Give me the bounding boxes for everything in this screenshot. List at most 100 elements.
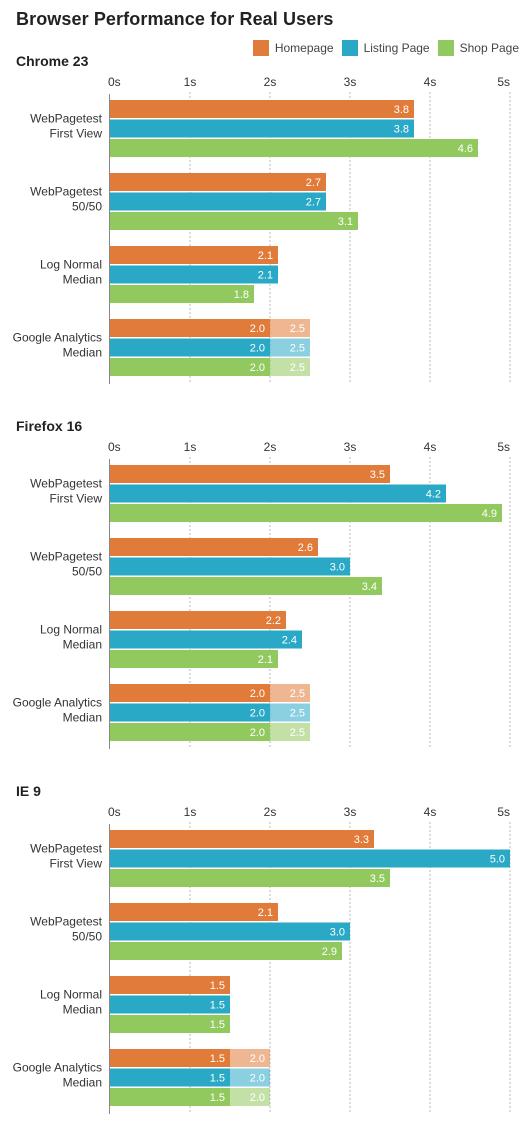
bar-label-firefox-16-google-analytics-median-listing-page: 2.0 — [250, 708, 265, 720]
bar-label-ie-9-google-analytics-median-shop-page: 1.5 — [210, 1092, 225, 1104]
bar-label-ie-9-google-analytics-median-homepage: 1.5 — [210, 1053, 225, 1065]
bar-chrome-23-google-analytics-median-listing-page — [110, 338, 270, 357]
legend-swatch-listing-page — [341, 40, 358, 56]
bar-label-firefox-16-log-normal-median-homepage: 2.2 — [266, 615, 281, 627]
x-tick-label-ie-9-0: 0s — [108, 805, 121, 819]
bar-label-firefox-16-webpagetest-first-view-listing-page: 4.2 — [426, 489, 441, 501]
bar-label-ie-9-log-normal-median-shop-page: 1.5 — [210, 1019, 225, 1031]
bar-chrome-23-google-analytics-median-homepage — [110, 319, 270, 337]
category-label-ie-9-google-analytics-median-line-1: Google Analytics — [13, 1061, 102, 1075]
bar-ie-9-google-analytics-median-homepage — [110, 1049, 230, 1067]
bar-chrome-23-webpagetest-50-50-homepage — [110, 173, 326, 191]
bar-label-ie-9-log-normal-median-listing-page: 1.5 — [210, 1000, 225, 1012]
x-tick-label-ie-9-2: 2s — [264, 805, 277, 819]
category-label-chrome-23-webpagetest-first-view-line-2: First View — [50, 127, 103, 141]
bar-label-chrome-23-google-analytics-median-shop-page: 2.0 — [250, 362, 265, 374]
legend-label-homepage: Homepage — [274, 41, 334, 55]
x-tick-label-firefox-16-2: 2s — [264, 440, 277, 454]
bar-label-chrome-23-google-analytics-median-homepage: 2.0 — [250, 323, 265, 335]
bar-firefox-16-webpagetest-first-view-homepage — [110, 465, 390, 483]
bar-label-chrome-23-log-normal-median-listing-page: 2.1 — [258, 270, 273, 282]
bar-firefox-16-webpagetest-50-50-homepage — [110, 538, 318, 556]
bar-label-extended-firefox-16-google-analytics-median-homepage: 2.5 — [290, 688, 305, 700]
bar-label-chrome-23-webpagetest-50-50-homepage: 2.7 — [306, 177, 321, 189]
bar-label-firefox-16-webpagetest-50-50-shop-page: 3.4 — [362, 581, 377, 593]
bar-label-chrome-23-log-normal-median-homepage: 2.1 — [258, 250, 273, 262]
bar-ie-9-google-analytics-median-listing-page — [110, 1068, 230, 1087]
x-tick-label-chrome-23-1: 1s — [184, 75, 197, 89]
bar-label-ie-9-webpagetest-first-view-listing-page: 5.0 — [490, 854, 505, 866]
bar-firefox-16-google-analytics-median-homepage — [110, 684, 270, 702]
bar-label-extended-firefox-16-google-analytics-median-shop-page: 2.5 — [290, 727, 305, 739]
x-tick-label-firefox-16-0: 0s — [108, 440, 121, 454]
bar-label-chrome-23-webpagetest-first-view-listing-page: 3.8 — [394, 124, 409, 136]
bar-firefox-16-log-normal-median-shop-page — [110, 650, 278, 668]
bar-firefox-16-webpagetest-50-50-shop-page — [110, 577, 382, 595]
category-label-firefox-16-webpagetest-50-50-line-2: 50/50 — [72, 565, 102, 579]
bar-label-extended-ie-9-google-analytics-median-shop-page: 2.0 — [250, 1092, 265, 1104]
category-label-ie-9-webpagetest-50-50-line-1: WebPagetest — [30, 915, 102, 929]
category-label-chrome-23-google-analytics-median-line-1: Google Analytics — [13, 331, 102, 345]
legend-label-shop-page: Shop Page — [459, 41, 519, 55]
category-label-chrome-23-google-analytics-median-line-2: Median — [63, 346, 102, 360]
bar-chrome-23-google-analytics-median-shop-page — [110, 358, 270, 376]
x-tick-label-ie-9-4: 4s — [424, 805, 437, 819]
x-tick-label-ie-9-3: 3s — [344, 805, 357, 819]
category-label-ie-9-google-analytics-median-line-2: Median — [63, 1076, 102, 1090]
bar-label-chrome-23-log-normal-median-shop-page: 1.8 — [234, 289, 249, 301]
bar-label-firefox-16-webpagetest-50-50-listing-page: 3.0 — [330, 562, 345, 574]
x-tick-label-chrome-23-4: 4s — [424, 75, 437, 89]
category-label-chrome-23-webpagetest-50-50-line-1: WebPagetest — [30, 185, 102, 199]
bar-firefox-16-log-normal-median-listing-page — [110, 630, 302, 649]
category-label-ie-9-log-normal-median-line-1: Log Normal — [40, 988, 102, 1002]
bar-label-firefox-16-webpagetest-first-view-homepage: 3.5 — [370, 469, 385, 481]
bar-label-ie-9-webpagetest-50-50-listing-page: 3.0 — [330, 927, 345, 939]
category-label-ie-9-webpagetest-first-view-line-2: First View — [50, 857, 103, 871]
category-label-chrome-23-webpagetest-50-50-line-2: 50/50 — [72, 200, 102, 214]
legend-item-homepage: Homepage — [252, 40, 334, 56]
bar-label-ie-9-webpagetest-50-50-homepage: 2.1 — [258, 907, 273, 919]
bar-label-ie-9-webpagetest-50-50-shop-page: 2.9 — [322, 946, 337, 958]
bar-label-ie-9-log-normal-median-homepage: 1.5 — [210, 980, 225, 992]
bar-label-extended-ie-9-google-analytics-median-listing-page: 2.0 — [250, 1073, 265, 1085]
bar-chrome-23-log-normal-median-shop-page — [110, 285, 254, 303]
legend: Homepage Listing Page Shop Page — [252, 40, 519, 56]
bar-chrome-23-webpagetest-first-view-shop-page — [110, 139, 478, 157]
bar-ie-9-webpagetest-50-50-listing-page — [110, 922, 350, 941]
bar-chrome-23-webpagetest-50-50-listing-page — [110, 192, 326, 211]
panel-title-chrome-23: Chrome 23 — [16, 53, 89, 69]
category-label-firefox-16-log-normal-median-line-1: Log Normal — [40, 623, 102, 637]
bar-label-chrome-23-google-analytics-median-listing-page: 2.0 — [250, 343, 265, 355]
bar-label-extended-chrome-23-google-analytics-median-listing-page: 2.5 — [290, 343, 305, 355]
x-tick-label-ie-9-5: 5s — [497, 805, 510, 819]
x-tick-label-chrome-23-0: 0s — [108, 75, 121, 89]
category-label-firefox-16-webpagetest-first-view-line-1: WebPagetest — [30, 477, 102, 491]
legend-item-shop-page: Shop Page — [437, 40, 519, 56]
x-tick-label-chrome-23-3: 3s — [344, 75, 357, 89]
category-label-firefox-16-google-analytics-median-line-2: Median — [63, 711, 102, 725]
bar-ie-9-log-normal-median-listing-page — [110, 995, 230, 1014]
bar-firefox-16-google-analytics-median-listing-page — [110, 703, 270, 722]
bar-label-firefox-16-webpagetest-first-view-shop-page: 4.9 — [482, 508, 497, 520]
bar-label-ie-9-webpagetest-first-view-homepage: 3.3 — [354, 834, 369, 846]
bar-label-ie-9-google-analytics-median-listing-page: 1.5 — [210, 1073, 225, 1085]
category-label-ie-9-webpagetest-first-view-line-1: WebPagetest — [30, 842, 102, 856]
bar-label-extended-chrome-23-google-analytics-median-shop-page: 2.5 — [290, 362, 305, 374]
bar-chrome-23-webpagetest-first-view-listing-page — [110, 119, 414, 138]
x-tick-label-ie-9-1: 1s — [184, 805, 197, 819]
legend-swatch-homepage — [252, 40, 269, 56]
legend-swatch-shop-page — [437, 40, 454, 56]
bar-chrome-23-webpagetest-50-50-shop-page — [110, 212, 358, 230]
x-tick-label-firefox-16-3: 3s — [344, 440, 357, 454]
bar-chrome-23-webpagetest-first-view-homepage — [110, 100, 414, 118]
category-label-ie-9-webpagetest-50-50-line-2: 50/50 — [72, 930, 102, 944]
bar-ie-9-webpagetest-50-50-shop-page — [110, 942, 342, 960]
bar-label-ie-9-webpagetest-first-view-shop-page: 3.5 — [370, 873, 385, 885]
bar-firefox-16-webpagetest-first-view-shop-page — [110, 504, 502, 522]
bar-firefox-16-webpagetest-50-50-listing-page — [110, 557, 350, 576]
panel-title-ie-9: IE 9 — [16, 783, 41, 799]
x-tick-label-chrome-23-2: 2s — [264, 75, 277, 89]
bar-label-chrome-23-webpagetest-50-50-shop-page: 3.1 — [338, 216, 353, 228]
